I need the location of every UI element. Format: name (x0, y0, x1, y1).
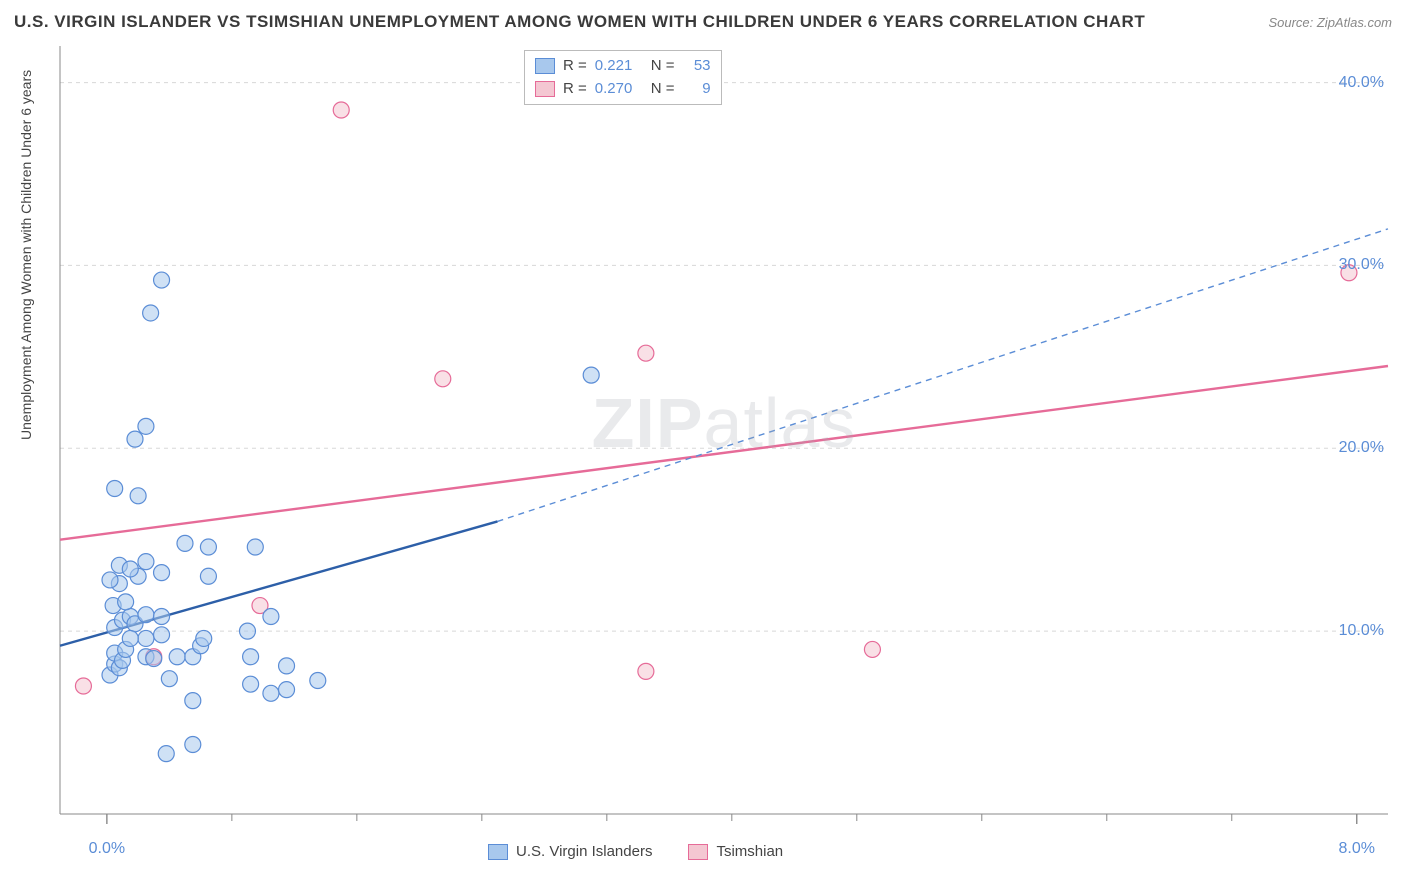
x-tick-label: 0.0% (89, 840, 125, 858)
legend-r-value-2: 0.270 (595, 78, 643, 101)
legend-swatch-series-2 (535, 81, 555, 97)
scatter-chart (58, 44, 1390, 834)
legend-r-label: R = (563, 78, 587, 101)
legend-label-1: U.S. Virgin Islanders (516, 843, 652, 860)
source-attribution: Source: ZipAtlas.com (1268, 15, 1392, 30)
legend-item-2: Tsimshian (688, 843, 783, 860)
y-tick-label: 40.0% (1339, 74, 1384, 92)
y-tick-label: 10.0% (1339, 622, 1384, 640)
legend-r-value-1: 0.221 (595, 55, 643, 78)
legend-n-label: N = (651, 78, 675, 101)
legend-swatch-series-1 (535, 58, 555, 74)
plot-area: ZIPatlas R = 0.221 N = 53 R = 0.270 N = … (58, 44, 1390, 834)
legend-n-value-2: 9 (683, 78, 711, 101)
legend-item-1: U.S. Virgin Islanders (488, 843, 652, 860)
legend-n-label: N = (651, 55, 675, 78)
y-tick-label: 30.0% (1339, 256, 1384, 274)
y-tick-label: 20.0% (1339, 439, 1384, 457)
legend-stats: R = 0.221 N = 53 R = 0.270 N = 9 (524, 50, 722, 105)
chart-title: U.S. VIRGIN ISLANDER VS TSIMSHIAN UNEMPL… (14, 12, 1145, 32)
legend-stats-row-2: R = 0.270 N = 9 (535, 78, 711, 101)
legend-n-value-1: 53 (683, 55, 711, 78)
legend-label-2: Tsimshian (716, 843, 783, 860)
x-tick-label: 8.0% (1339, 840, 1375, 858)
legend-swatch-1 (488, 844, 508, 860)
y-axis-label: Unemployment Among Women with Children U… (18, 70, 34, 440)
legend-stats-row-1: R = 0.221 N = 53 (535, 55, 711, 78)
legend-swatch-2 (688, 844, 708, 860)
legend-r-label: R = (563, 55, 587, 78)
legend-series-names: U.S. Virgin Islanders Tsimshian (488, 843, 783, 860)
